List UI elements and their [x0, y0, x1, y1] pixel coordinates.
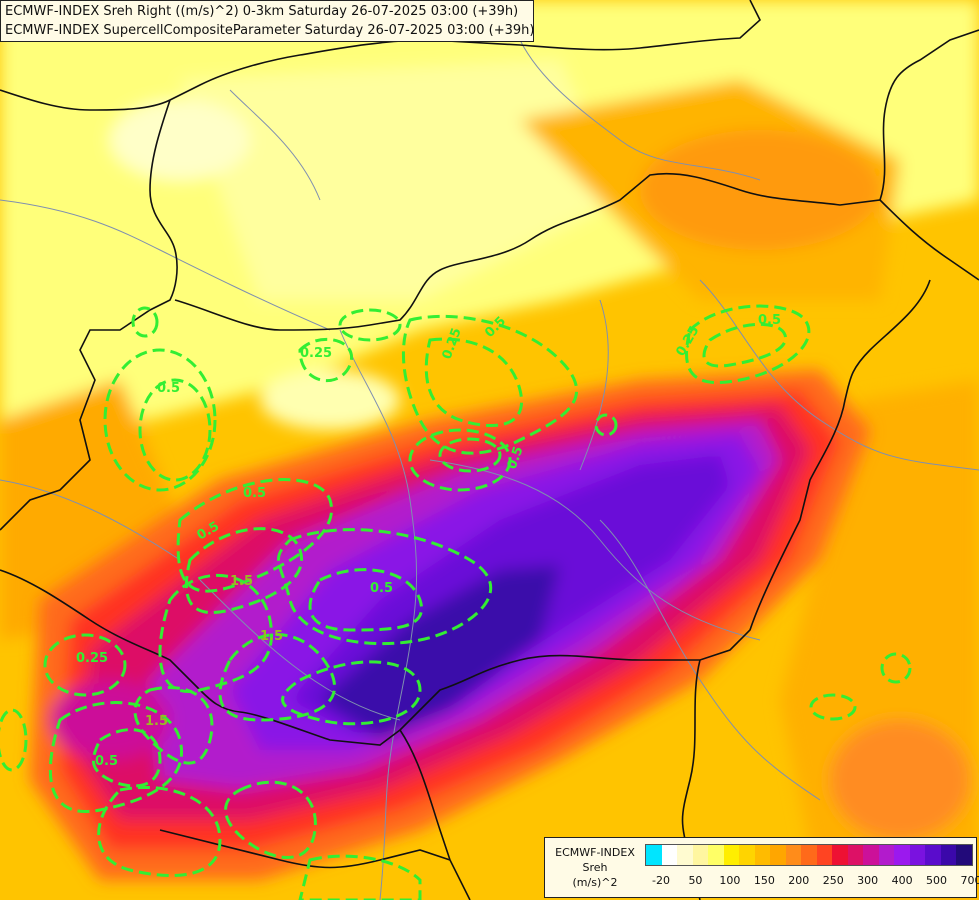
legend-ticks: -20 50 100 150 200 250 300 400 500 700 [645, 874, 979, 890]
legend-swatch [956, 845, 972, 865]
rivers [0, 39, 979, 900]
legend-swatch [878, 845, 895, 865]
contour-label: 1.5 [260, 629, 283, 644]
contour-label: 0.5 [758, 313, 781, 328]
legend-tick-label: 500 [926, 874, 948, 887]
contour-label: 0.5 [157, 381, 180, 396]
legend-tick-label: 50 [688, 874, 703, 887]
legend-swatch [863, 845, 879, 865]
contour-label: 0.5 [95, 754, 118, 769]
legend-tick-label: 400 [891, 874, 913, 887]
legend-tick-label: 300 [857, 874, 879, 887]
legend-swatch [909, 845, 926, 865]
legend-swatch [754, 845, 771, 865]
legend-label: ECMWF-INDEX Sreh (m/s)^2 [550, 845, 640, 890]
legend-swatch [723, 845, 740, 865]
legend-swatch [785, 845, 802, 865]
legend-colorbar [645, 844, 973, 866]
contour-label: 0.25 [76, 651, 108, 666]
legend-swatch [816, 845, 833, 865]
legend-swatch [801, 845, 817, 865]
legend-swatch [646, 845, 662, 865]
legend-swatch [661, 845, 678, 865]
contour-label: 0.5 [505, 445, 527, 472]
legend-tick-label: 700 [960, 874, 979, 887]
title-line-2: ECMWF-INDEX SupercellCompositeParameter … [5, 23, 535, 38]
contour-label: 0.25 [300, 346, 332, 361]
legend-swatch [770, 845, 786, 865]
legend-swatch [940, 845, 957, 865]
legend-swatch [739, 845, 755, 865]
title-line-1: ECMWF-INDEX Sreh Right ((m/s)^2) 0-3km S… [5, 4, 519, 19]
legend-tick-label: 150 [753, 874, 775, 887]
map-title-box: ECMWF-INDEX Sreh Right ((m/s)^2) 0-3km S… [0, 0, 534, 42]
legend-model: ECMWF-INDEX [555, 846, 635, 859]
legend-swatch [708, 845, 724, 865]
legend-swatch [832, 845, 848, 865]
legend-unit: (m/s)^2 [572, 876, 618, 889]
contour-label: 1.5 [230, 574, 253, 589]
legend-tick-label: 200 [788, 874, 810, 887]
legend-tick-label: -20 [652, 874, 670, 887]
contour-label: 1.5 [145, 714, 168, 729]
legend-tick-label: 250 [822, 874, 844, 887]
contour-label: 0.5 [370, 581, 393, 596]
legend-swatch [925, 845, 941, 865]
scp-contours [0, 304, 912, 900]
legend-swatch [677, 845, 693, 865]
legend-swatch [847, 845, 864, 865]
legend-variable: Sreh [582, 861, 608, 874]
legend-swatch [692, 845, 709, 865]
legend-swatch [894, 845, 910, 865]
color-legend: ECMWF-INDEX Sreh (m/s)^2 -20 50 100 150 200 2… [544, 837, 979, 898]
legend-tick-label: 100 [719, 874, 741, 887]
contour-label: 0.5 [243, 486, 266, 501]
